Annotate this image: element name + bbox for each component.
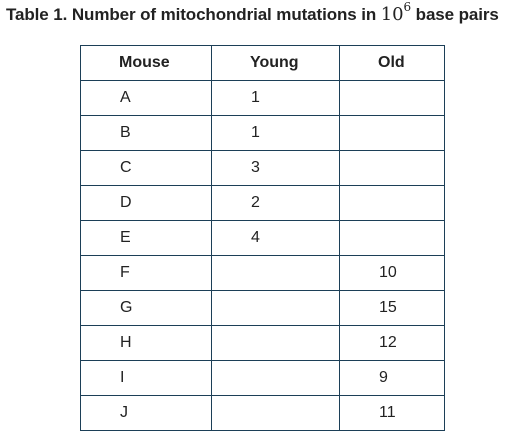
cell-old (339, 220, 445, 256)
cell-young: 4 (211, 220, 340, 256)
cell-old: 9 (339, 360, 445, 396)
cell-old (339, 80, 445, 116)
cell-young (211, 395, 340, 431)
caption-math: 106 (380, 1, 411, 25)
cell-mouse: E (80, 220, 212, 256)
header-old: Old (339, 45, 445, 81)
table-row: I 9 (80, 360, 445, 396)
table-row: G 15 (80, 290, 445, 326)
mutations-table: Mouse Young Old A 1 B 1 C 3 D 2 E 4 (80, 45, 445, 431)
cell-old (339, 150, 445, 186)
cell-old (339, 115, 445, 151)
table-row: E 4 (80, 220, 445, 256)
header-row: Mouse Young Old (80, 45, 445, 81)
table-row: J 11 (80, 395, 445, 431)
cell-mouse: B (80, 115, 212, 151)
table-row: D 2 (80, 185, 445, 221)
cell-mouse: A (80, 80, 212, 116)
cell-young (211, 325, 340, 361)
caption-suffix: base pairs (411, 5, 499, 24)
table-row: H 12 (80, 325, 445, 361)
header-young: Young (211, 45, 340, 81)
cell-mouse: G (80, 290, 212, 326)
cell-mouse: D (80, 185, 212, 221)
header-mouse: Mouse (80, 45, 212, 81)
table-caption: Table 1. Number of mitochondrial mutatio… (6, 1, 499, 25)
cell-mouse: J (80, 395, 212, 431)
cell-old: 15 (339, 290, 445, 326)
cell-mouse: C (80, 150, 212, 186)
cell-old: 12 (339, 325, 445, 361)
caption-base: 10 (380, 4, 404, 25)
cell-old (339, 185, 445, 221)
table-row: C 3 (80, 150, 445, 186)
cell-mouse: I (80, 360, 212, 396)
cell-young: 1 (211, 115, 340, 151)
cell-young (211, 360, 340, 396)
caption-exponent: 6 (403, 0, 412, 14)
cell-young: 1 (211, 80, 340, 116)
cell-old: 10 (339, 255, 445, 291)
cell-old: 11 (339, 395, 445, 431)
cell-young (211, 290, 340, 326)
table-row: A 1 (80, 80, 445, 116)
cell-young (211, 255, 340, 291)
table-row: B 1 (80, 115, 445, 151)
cell-young: 3 (211, 150, 340, 186)
cell-young: 2 (211, 185, 340, 221)
cell-mouse: F (80, 255, 212, 291)
cell-mouse: H (80, 325, 212, 361)
caption-prefix: Table 1. Number of mitochondrial mutatio… (6, 5, 381, 24)
table-row: F 10 (80, 255, 445, 291)
